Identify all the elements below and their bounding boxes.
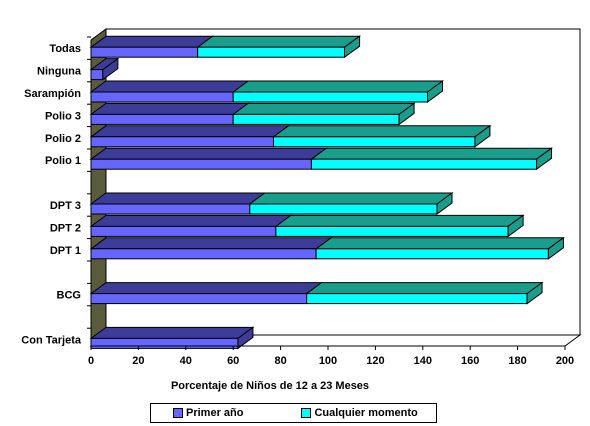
category-label-polio-2: Polio 2 bbox=[45, 133, 81, 145]
bar-dpt-3-cualquier-momento bbox=[248, 192, 454, 215]
x-tick-label: 120 bbox=[366, 355, 384, 367]
bar-polio-1-primer-ano bbox=[89, 147, 328, 170]
category-label-bcg: BCG bbox=[57, 290, 81, 302]
category-label-dpt-2: DPT 2 bbox=[50, 222, 81, 234]
bar-con-tarjeta-primer-ano bbox=[89, 326, 255, 350]
bar-dpt-1-primer-ano bbox=[89, 237, 333, 260]
bar-dpt-2-cualquier-momento bbox=[274, 214, 525, 238]
x-tick-label: 60 bbox=[227, 355, 239, 367]
x-tick-label: 180 bbox=[508, 355, 526, 367]
category-label-dpt-1: DPT 1 bbox=[50, 245, 81, 257]
category-label-polio-1: Polio 1 bbox=[45, 155, 81, 167]
bar-polio-2-cualquier-momento bbox=[271, 124, 492, 148]
bar-dpt-3-primer-ano bbox=[89, 192, 267, 215]
bar-dpt-1-cualquier-momento bbox=[314, 236, 565, 260]
legend-label-primer-ano: Primer año bbox=[186, 407, 244, 419]
category-label-ninguna: Ninguna bbox=[37, 66, 82, 78]
category-label-sarampion: Sarampión bbox=[24, 88, 81, 100]
x-tick-label: 100 bbox=[319, 355, 337, 367]
bar-todas-primer-ano bbox=[89, 35, 215, 58]
bar-polio-3-cualquier-momento bbox=[231, 102, 416, 126]
legend-item-primer-ano: Primer año bbox=[173, 407, 243, 419]
bar-bcg-primer-ano bbox=[89, 282, 324, 305]
bar-sarampion-primer-ano bbox=[89, 80, 250, 103]
bar-polio-3-primer-ano bbox=[89, 102, 250, 125]
legend-swatch-primer-ano bbox=[173, 408, 183, 418]
category-label-polio-3: Polio 3 bbox=[45, 110, 81, 122]
legend-swatch-cualquier-momento bbox=[301, 408, 312, 418]
x-tick-label: 160 bbox=[461, 355, 479, 367]
bar-dpt-2-primer-ano bbox=[89, 214, 293, 237]
x-axis-title: Porcentaje de Niños de 12 a 23 Meses bbox=[171, 380, 369, 392]
category-label-todas: Todas bbox=[49, 43, 81, 55]
x-tick-label: 0 bbox=[88, 355, 94, 367]
bar-polio-2-primer-ano bbox=[89, 125, 291, 148]
x-tick-label: 20 bbox=[132, 355, 144, 367]
legend-label-cualquier-momento: Cualquier momento bbox=[314, 407, 418, 419]
bar-todas-cualquier-momento bbox=[196, 35, 362, 59]
bar-bcg-cualquier-momento bbox=[305, 281, 544, 305]
x-tick-label: 140 bbox=[414, 355, 432, 367]
bar-sarampion-cualquier-momento bbox=[231, 80, 445, 103]
bar-polio-1-cualquier-momento bbox=[309, 147, 554, 171]
x-tick-label: 40 bbox=[180, 355, 192, 367]
x-tick-label: 200 bbox=[556, 355, 574, 367]
x-tick-label: 80 bbox=[274, 355, 286, 367]
category-label-dpt-3: DPT 3 bbox=[50, 200, 81, 212]
category-label-con-tarjeta: Con Tarjeta bbox=[21, 334, 82, 346]
legend: Primer año Cualquier momento bbox=[150, 403, 437, 423]
legend-item-cualquier-momento: Cualquier momento bbox=[301, 407, 418, 419]
